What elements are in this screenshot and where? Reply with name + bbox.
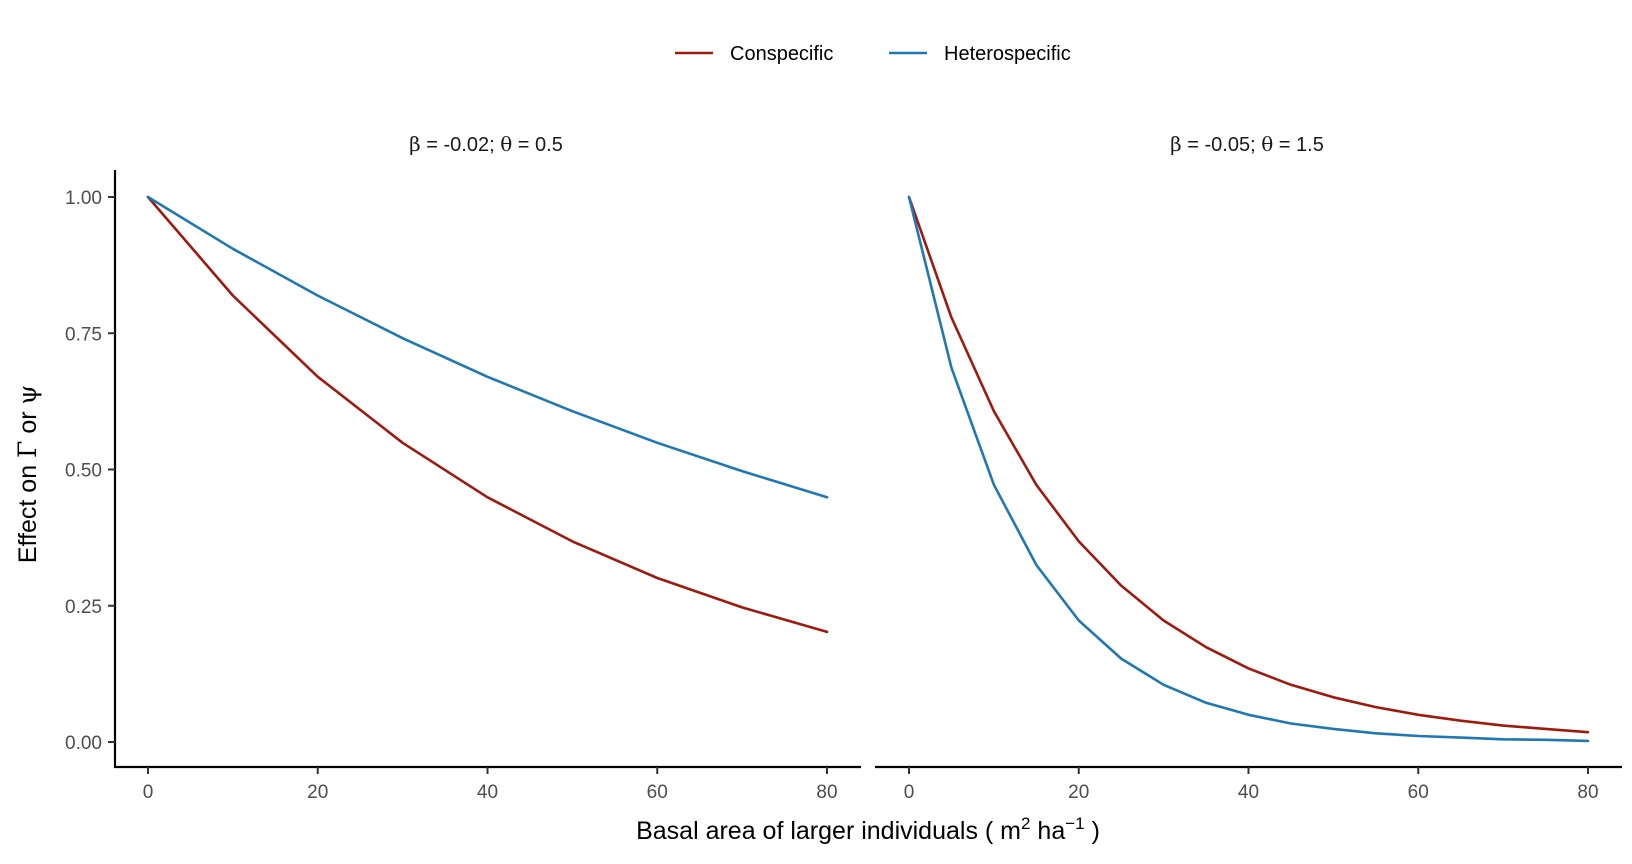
x-tick-label: 20 (307, 782, 328, 803)
y-axis-title: Effect on Γ or ψ (13, 385, 42, 563)
x-tick-label: 60 (1408, 782, 1429, 803)
legend: Conspecific Heterospecific (675, 43, 1071, 65)
y-tick-label: 0.50 (65, 461, 102, 482)
y-tick-label: 0.75 (65, 324, 102, 345)
x-tick-label: 20 (1068, 782, 1089, 803)
x-tick-label: 0 (143, 782, 154, 803)
x-tick-label: 40 (1238, 782, 1259, 803)
panel-1-conspecific-line (146, 195, 829, 634)
panel-1-title: β = -0.02; θ = 0.5 (409, 132, 563, 156)
y-tick-label: 1.00 (65, 188, 102, 209)
x-axis-title: Basal area of larger individuals ( m2 ha… (636, 814, 1100, 845)
panel-2-x-ticks: 0 20 40 60 80 (904, 767, 1599, 803)
panel-1-series (146, 195, 829, 634)
x-tick-label: 80 (816, 782, 837, 803)
y-ticks: 0.00 0.25 0.50 0.75 1.00 (65, 188, 115, 754)
panel-2-title: β = -0.05; θ = 1.5 (1170, 132, 1324, 156)
panel-1-x-ticks: 0 20 40 60 80 (143, 767, 838, 803)
legend-conspecific-label: Conspecific (730, 43, 833, 65)
panel-2-conspecific-line (907, 195, 1590, 734)
x-tick-label: 60 (647, 782, 668, 803)
x-tick-label: 40 (477, 782, 498, 803)
x-tick-label: 80 (1577, 782, 1598, 803)
legend-heterospecific-label: Heterospecific (944, 43, 1071, 65)
x-tick-label: 0 (904, 782, 915, 803)
panel-2-heterospecific-line (907, 195, 1590, 743)
panel-1-heterospecific-line (146, 195, 829, 499)
panel-2-series (907, 195, 1590, 743)
y-tick-label: 0.25 (65, 597, 102, 618)
y-tick-label: 0.00 (65, 733, 102, 754)
